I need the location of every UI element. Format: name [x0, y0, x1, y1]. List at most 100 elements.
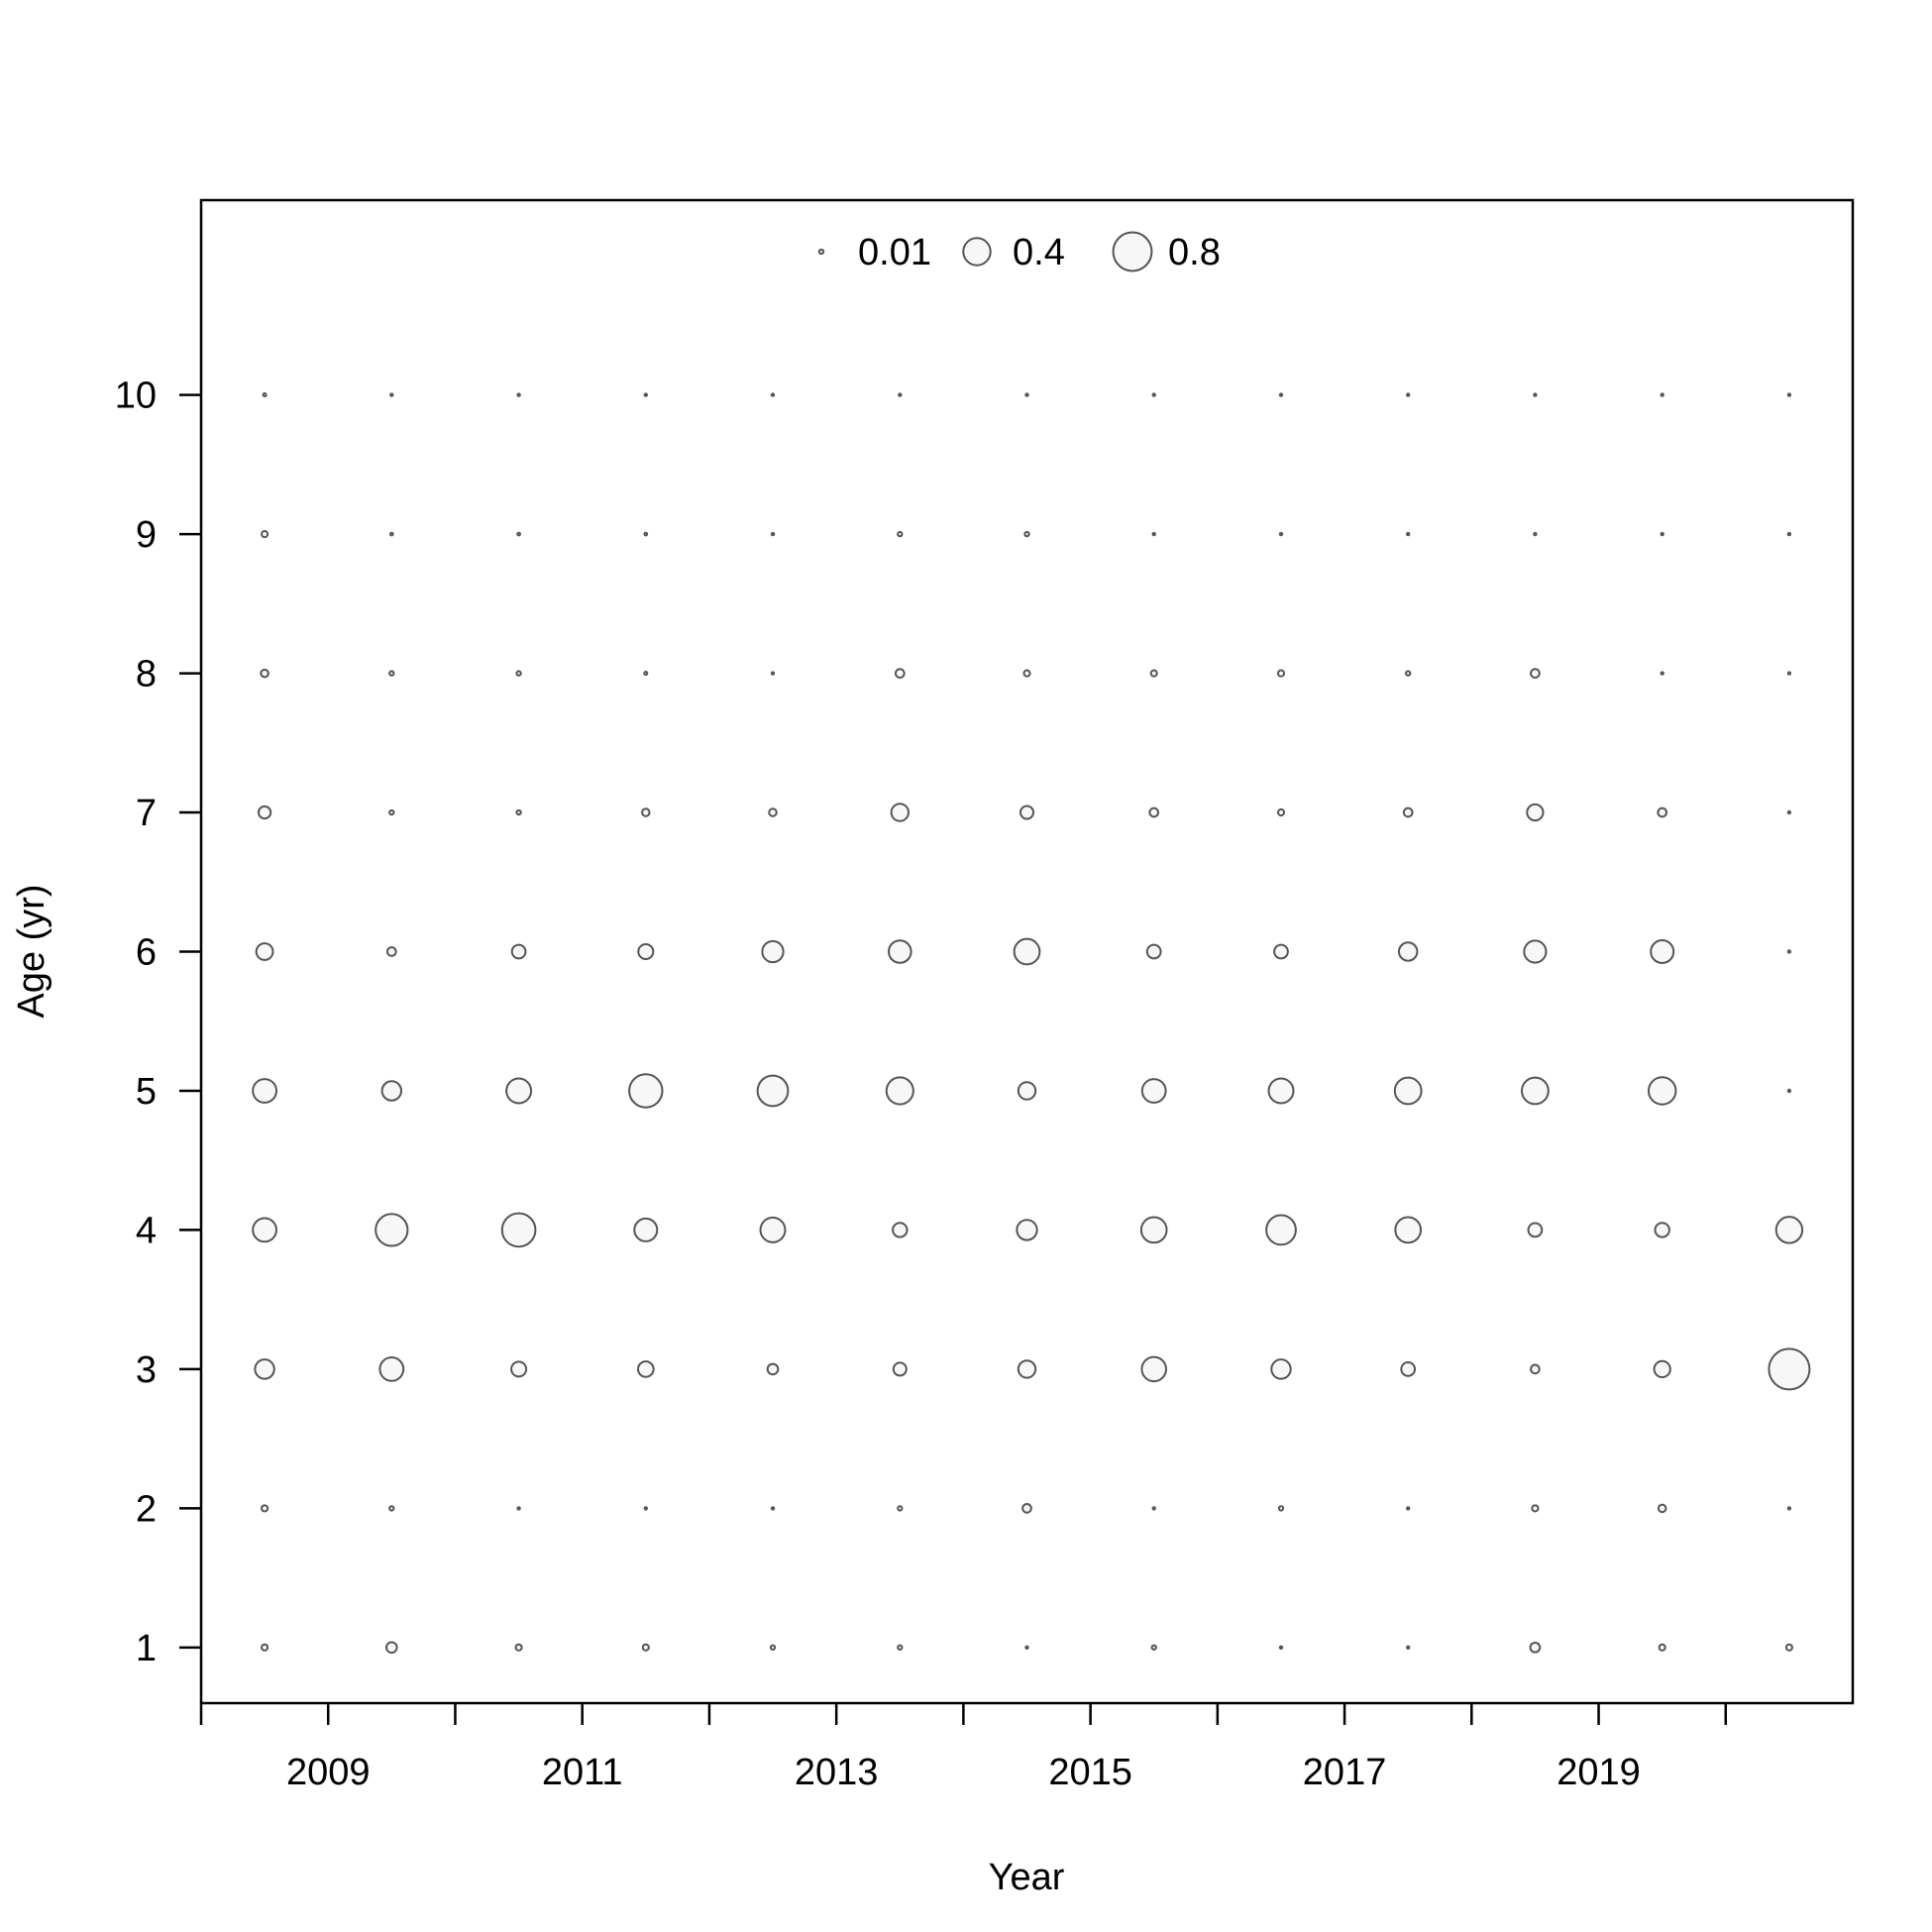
- bubble-2008.5-age-3: [254, 1358, 275, 1380]
- bubble-2012.5-age-6: [761, 939, 785, 964]
- bubble-2015.5-age-1: [1150, 1644, 1157, 1651]
- bubble-2018.5-age-6: [1523, 939, 1548, 964]
- bubble-2008.5-age-5: [252, 1078, 278, 1104]
- bubble-2009.5-age-2: [388, 1505, 395, 1512]
- bubble-2019.5-age-6: [1650, 939, 1675, 964]
- bubble-2013.5-age-4: [892, 1222, 909, 1238]
- bubble-2020.5-age-5: [1786, 1088, 1792, 1094]
- x-tick-label-2011: 2011: [542, 1752, 623, 1793]
- y-tick-label-7: 7: [136, 793, 157, 834]
- bubble-2020.5-age-2: [1786, 1506, 1792, 1511]
- y-tick-label-5: 5: [136, 1071, 157, 1113]
- bubble-2013.5-age-3: [892, 1361, 908, 1377]
- bubble-2012.5-age-9: [770, 531, 776, 537]
- bubble-2018.5-age-4: [1527, 1222, 1544, 1238]
- bubble-2010.5-age-4: [500, 1212, 537, 1248]
- bubble-2010.5-age-2: [516, 1506, 521, 1511]
- bubble-2013.5-age-7: [890, 803, 910, 822]
- bubble-2016.5-age-8: [1276, 669, 1286, 678]
- bubble-2010.5-age-6: [510, 943, 527, 960]
- bubble-2014.5-age-8: [1022, 669, 1031, 678]
- bubble-2012.5-age-2: [770, 1506, 776, 1511]
- bubble-2012.5-age-1: [769, 1644, 777, 1651]
- bubble-2009.5-age-7: [388, 808, 395, 816]
- bubble-2009.5-age-9: [388, 531, 394, 537]
- bubble-2019.5-age-7: [1657, 806, 1668, 818]
- bubble-2018.5-age-3: [1530, 1363, 1541, 1375]
- bubble-2017.5-age-3: [1400, 1361, 1417, 1377]
- bubble-2018.5-age-10: [1533, 392, 1538, 397]
- bubble-2019.5-age-5: [1647, 1076, 1677, 1106]
- bubble-2015.5-age-9: [1151, 531, 1156, 537]
- bubble-2014.5-age-4: [1016, 1219, 1038, 1241]
- bubble-2011.5-age-3: [636, 1360, 655, 1378]
- bubble-2010.5-age-3: [510, 1360, 528, 1378]
- bubble-2008.5-age-1: [261, 1643, 269, 1652]
- bubble-2018.5-age-9: [1533, 531, 1538, 537]
- bubble-2013.5-age-1: [897, 1644, 904, 1651]
- bubble-2011.5-age-1: [641, 1643, 650, 1652]
- bubble-2016.5-age-2: [1277, 1505, 1285, 1512]
- bubble-2011.5-age-10: [643, 392, 648, 397]
- bubble-2010.5-age-10: [516, 392, 521, 397]
- bubble-2019.5-age-3: [1653, 1359, 1671, 1379]
- bubble-2019.5-age-4: [1654, 1222, 1670, 1238]
- bubble-2009.5-age-10: [389, 392, 394, 397]
- y-tick-label-1: 1: [136, 1628, 157, 1669]
- y-tick-label-9: 9: [136, 514, 157, 556]
- bubble-2010.5-age-7: [515, 808, 522, 816]
- bubble-2016.5-age-4: [1265, 1214, 1297, 1246]
- bubble-2020.5-age-10: [1786, 392, 1792, 397]
- bubble-2017.5-age-10: [1406, 392, 1411, 397]
- bubble-2009.5-age-6: [385, 946, 397, 957]
- bubble-2015.5-age-3: [1140, 1355, 1167, 1383]
- x-tick-label-2009: 2009: [286, 1752, 371, 1793]
- bubble-2008.5-age-9: [261, 530, 269, 539]
- bubble-2020.5-age-9: [1786, 531, 1792, 537]
- bubble-2015.5-age-6: [1145, 943, 1162, 960]
- bubble-2011.5-age-2: [643, 1506, 648, 1511]
- y-tick-label-3: 3: [136, 1349, 157, 1391]
- bubble-2009.5-age-1: [384, 1641, 398, 1655]
- y-tick-label-8: 8: [136, 654, 157, 696]
- legend-bubble-0.8: [1112, 231, 1153, 272]
- bubble-2016.5-age-3: [1270, 1358, 1292, 1380]
- bubble-2020.5-age-4: [1774, 1216, 1804, 1244]
- legend-label-0.4: 0.4: [1013, 232, 1065, 273]
- bubble-2020.5-age-1: [1784, 1643, 1793, 1652]
- bubble-2015.5-age-8: [1149, 669, 1158, 678]
- bubble-2010.5-age-9: [516, 531, 521, 537]
- x-axis-label: Year: [989, 1857, 1065, 1898]
- bubble-2020.5-age-3: [1768, 1347, 1811, 1391]
- bubble-2008.5-age-4: [252, 1217, 278, 1243]
- bubble-2015.5-age-10: [1151, 392, 1156, 397]
- bubble-2013.5-age-5: [885, 1076, 914, 1106]
- bubble-2012.5-age-10: [770, 392, 776, 397]
- bubble-2015.5-age-7: [1148, 806, 1160, 818]
- bubble-2015.5-age-4: [1139, 1216, 1168, 1244]
- bubble-2012.5-age-3: [766, 1362, 780, 1376]
- x-tick-label-2013: 2013: [795, 1752, 879, 1793]
- bubble-2018.5-age-8: [1530, 668, 1541, 679]
- bubble-2014.5-age-6: [1013, 937, 1041, 966]
- bubble-2017.5-age-2: [1406, 1506, 1411, 1511]
- bubble-2018.5-age-1: [1529, 1641, 1542, 1654]
- bubble-2011.5-age-5: [628, 1073, 664, 1109]
- bubble-2016.5-age-10: [1278, 392, 1284, 397]
- bubble-2014.5-age-5: [1017, 1081, 1037, 1101]
- bubble-2018.5-age-7: [1526, 803, 1545, 822]
- bubble-2010.5-age-5: [505, 1077, 533, 1105]
- bubble-2009.5-age-5: [380, 1080, 403, 1102]
- bubble-2018.5-age-5: [1521, 1076, 1550, 1106]
- bubble-2010.5-age-8: [515, 670, 522, 677]
- bubble-2016.5-age-1: [1278, 1645, 1284, 1651]
- bubble-2017.5-age-6: [1397, 941, 1419, 962]
- y-axis: 1 2 3 4 5 6 7 8 9 10: [115, 376, 201, 1669]
- legend-bubble-0.4: [962, 237, 992, 267]
- y-axis-label: Age (yr): [11, 884, 53, 1018]
- x-tick-label-2019: 2019: [1556, 1752, 1641, 1793]
- bubble-2017.5-age-1: [1406, 1645, 1411, 1651]
- bubble-2016.5-age-6: [1273, 943, 1289, 960]
- bubble-2009.5-age-8: [388, 670, 395, 677]
